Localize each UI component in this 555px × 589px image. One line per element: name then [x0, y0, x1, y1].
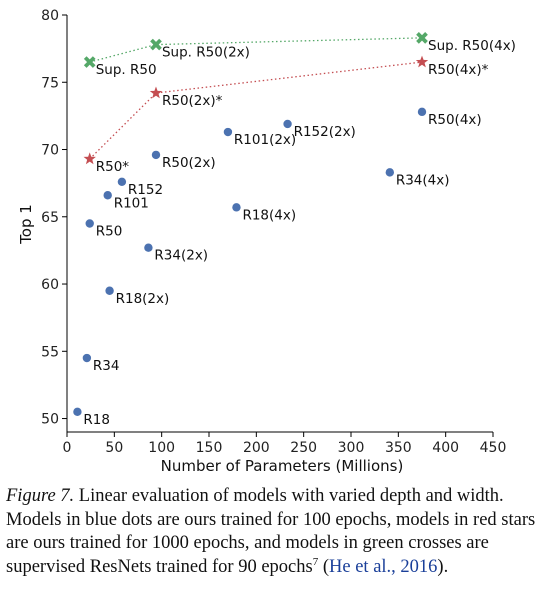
- y-tick-label: 70: [41, 143, 59, 159]
- data-point: [385, 168, 395, 177]
- figure-label: Figure 7.: [6, 486, 75, 506]
- cross-series-line: [89, 37, 423, 63]
- point-label: R34: [93, 358, 120, 374]
- point-label: R152: [128, 182, 163, 198]
- data-point: [73, 407, 82, 417]
- figure-caption: Figure 7. Linear evaluation of models wi…: [6, 485, 551, 579]
- x-tick-label: 0: [63, 440, 72, 456]
- cite-close: ).: [437, 556, 449, 577]
- star-point: [415, 55, 429, 68]
- x-axis-label: Number of Parameters (Millions): [161, 457, 404, 475]
- cross-stroke: [83, 56, 96, 68]
- point-label: R50(4x): [428, 112, 482, 128]
- footnote-marker: 7: [312, 555, 319, 568]
- x-tick-label: 100: [148, 440, 175, 456]
- cross-point: [83, 56, 96, 68]
- x-tick-label: 50: [105, 440, 123, 456]
- data-marks: [73, 32, 429, 417]
- star-series-line: [89, 61, 423, 160]
- point-label: R152(2x): [294, 124, 356, 140]
- y-tick-label: 60: [41, 277, 59, 293]
- point-label: R50(4x)*: [428, 62, 489, 78]
- data-point: [82, 353, 92, 363]
- point-label: R50(2x): [162, 155, 216, 171]
- point-label: R101(2x): [234, 132, 296, 148]
- series-lines: [89, 37, 423, 160]
- x-tick-label: 300: [338, 440, 365, 456]
- data-point: [417, 107, 427, 117]
- x-tick-label: 350: [385, 440, 412, 456]
- citation-link[interactable]: He et al., 2016: [329, 556, 438, 577]
- data-point: [232, 203, 241, 212]
- y-tick-label: 55: [41, 344, 59, 360]
- point-label: R50(2x)*: [162, 93, 223, 109]
- data-point: [223, 127, 233, 137]
- cross-stroke: [150, 38, 162, 51]
- axes: 0 50 100 150 200 250 300 350 400 4505055606570758…: [41, 8, 506, 456]
- point-label: R18: [83, 412, 110, 428]
- point-label: R101: [114, 195, 149, 211]
- point-label: Sup. R50(4x): [428, 38, 516, 54]
- data-point: [105, 286, 114, 295]
- cross-point: [416, 32, 428, 44]
- x-tick-label: 400: [432, 440, 459, 456]
- point-label: R50: [96, 224, 123, 240]
- data-point: [117, 177, 127, 186]
- cross-stroke: [416, 32, 428, 44]
- cite-open: (: [318, 556, 330, 577]
- scatter-chart: 0 50 100 150 200 250 300 350 400 4505055606570758…: [17, 8, 516, 475]
- y-axis-label: Top 1: [17, 204, 35, 245]
- x-tick-label: 450: [480, 440, 507, 456]
- point-label: Sup. R50: [96, 62, 157, 78]
- x-tick-label: 200: [243, 440, 270, 456]
- y-tick-label: 80: [41, 8, 59, 24]
- data-point: [103, 191, 112, 200]
- cross-point: [150, 38, 162, 51]
- point-label: R34(2x): [154, 248, 208, 264]
- data-point: [283, 119, 292, 129]
- caption-text: Linear evaluation of models with varied …: [6, 486, 536, 577]
- x-tick-label: 150: [196, 440, 223, 456]
- data-point: [151, 150, 161, 160]
- point-label: R18(4x): [242, 207, 296, 223]
- star-point: [83, 152, 96, 165]
- y-tick-label: 75: [41, 75, 59, 91]
- star-point: [149, 86, 163, 99]
- point-label: R18(2x): [116, 291, 170, 307]
- point-label: R50*: [96, 159, 130, 175]
- x-tick-label: 250: [290, 440, 317, 456]
- data-point: [85, 219, 94, 228]
- point-label: Sup. R50(2x): [162, 45, 250, 61]
- y-tick-label: 65: [41, 210, 59, 226]
- data-point: [144, 243, 153, 252]
- point-label: R34(4x): [396, 172, 450, 188]
- y-tick-label: 50: [41, 412, 59, 428]
